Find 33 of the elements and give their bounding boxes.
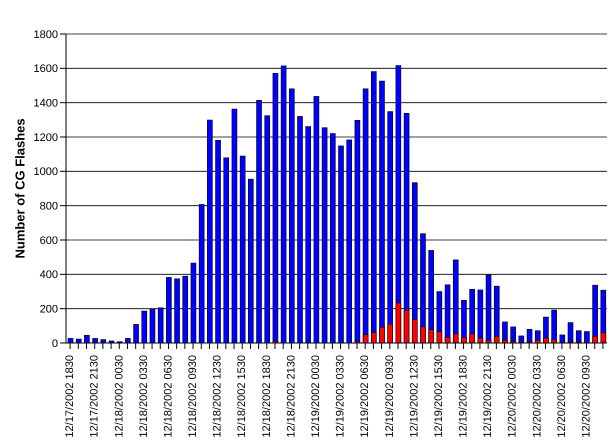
x-tick-label: 12/20/2002 0330 [531, 355, 544, 438]
y-tick-label: 0 [52, 338, 58, 350]
x-tick-label: 12/18/2002 0030 [113, 355, 126, 438]
y-tick-label: 1400 [34, 98, 58, 110]
x-tick-label: 12/19/2002 2130 [482, 355, 494, 438]
x-tick-label: 12/17/2002 2130 [88, 355, 101, 438]
x-tick-label: 12/19/2002 1230 [408, 355, 420, 438]
x-tick-label: 12/19/2002 0930 [384, 355, 396, 438]
y-tick-label: 400 [40, 269, 58, 282]
x-tick-label: 12/18/2002 1230 [212, 355, 224, 438]
x-tick-label: 12/19/2002 0030 [310, 355, 322, 438]
x-tick-label: 12/18/2002 0930 [187, 355, 200, 438]
y-tick-label: 1800 [34, 28, 58, 41]
x-tick-label: 12/20/2002 0630 [556, 355, 568, 438]
y-tick-label: 1600 [34, 63, 58, 76]
x-tick-label: 12/19/2002 0630 [359, 355, 372, 438]
x-tick-label: 12/19/2002 0330 [334, 355, 347, 438]
y-tick-label: 800 [40, 200, 58, 213]
x-tick-label: 12/18/2002 1830 [260, 355, 273, 438]
x-tick-label: 12/19/2002 1830 [458, 355, 470, 438]
x-tick-label: 12/19/2002 1530 [432, 355, 445, 438]
x-tick-label: 12/17/2002 1830 [64, 355, 76, 438]
y-axis-title: Number of CG Flashes [12, 118, 28, 258]
x-tick-label: 12/18/2002 0630 [162, 355, 174, 438]
x-tick-label: 12/20/2002 0930 [580, 355, 593, 438]
y-tick-label: 1000 [34, 166, 58, 178]
x-tick-label: 12/18/2002 1530 [236, 355, 248, 438]
y-tick-label: 600 [40, 234, 58, 247]
x-tick-label: 12/20/2002 0030 [506, 355, 519, 438]
y-tick-label: 200 [40, 304, 58, 316]
x-tick-label: 12/18/2002 0330 [138, 355, 150, 438]
x-tick-label: 12/18/2002 2130 [285, 355, 298, 438]
y-tick-label: 1200 [34, 132, 58, 144]
